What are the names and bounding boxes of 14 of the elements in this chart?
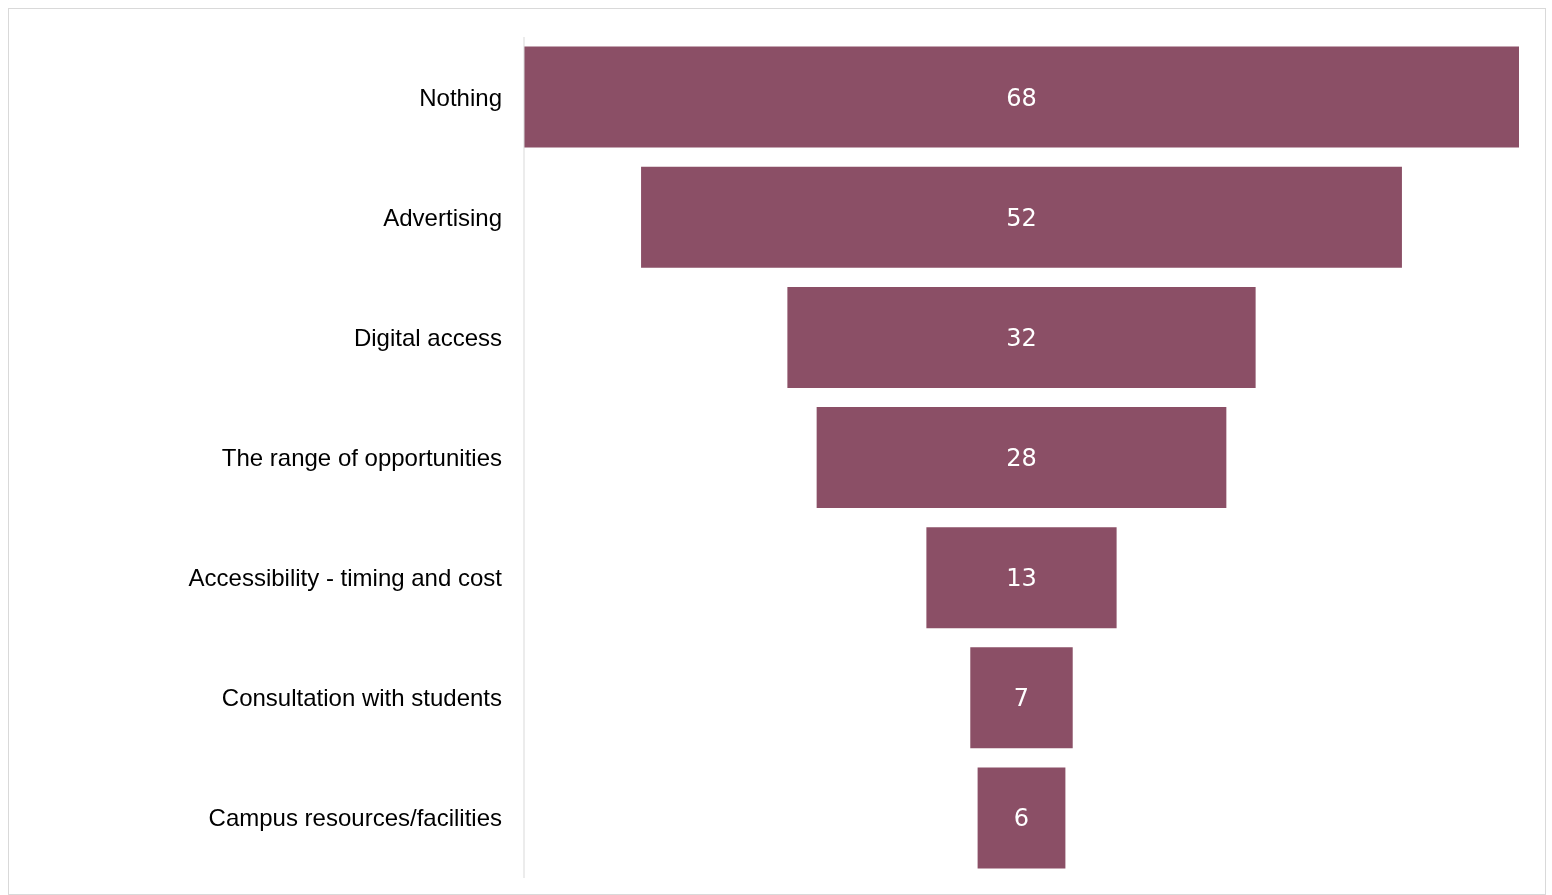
data-label: 13 (1006, 564, 1037, 593)
data-label: 7 (1013, 684, 1030, 713)
category-label: Consultation with students (221, 684, 502, 712)
data-label: 32 (1006, 323, 1037, 352)
category-label: The range of opportunities (221, 444, 502, 472)
category-label: Digital access (353, 323, 502, 351)
data-label: 6 (1013, 804, 1030, 833)
category-label: Advertising (383, 203, 502, 231)
data-label: 28 (1006, 444, 1037, 473)
category-label: Nothing (419, 83, 502, 111)
category-label: Accessibility - timing and cost (188, 564, 503, 592)
category-label: Campus resources/facilities (208, 804, 502, 832)
data-label: 68 (1006, 83, 1037, 112)
data-label: 52 (1006, 203, 1037, 232)
